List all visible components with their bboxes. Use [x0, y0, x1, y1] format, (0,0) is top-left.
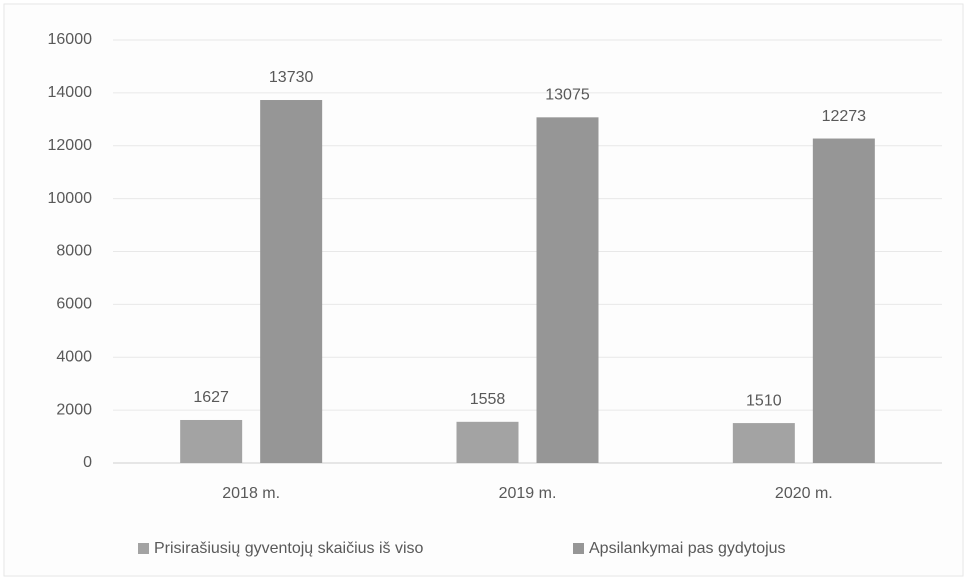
data-label: 13730: [269, 69, 314, 86]
legend-swatch: [573, 543, 584, 554]
y-tick-label: 14000: [48, 84, 93, 101]
y-tick-label: 2000: [56, 401, 92, 418]
legend-label: Prisirašiusių gyventojų skaičius iš viso: [154, 540, 424, 557]
data-label: 1558: [470, 391, 506, 408]
bar: [260, 100, 323, 463]
data-label: 13075: [545, 87, 590, 104]
x-tick-label: 2020 m.: [775, 485, 833, 502]
data-label: 1510: [746, 392, 782, 409]
legend-label: Apsilankymai pas gydytojus: [589, 540, 786, 557]
chart-frame: [3, 3, 964, 577]
bar: [732, 423, 795, 463]
bar: [812, 138, 875, 463]
x-tick-label: 2018 m.: [222, 485, 280, 502]
legend-swatch: [138, 543, 149, 554]
y-tick-label: 4000: [56, 348, 92, 365]
y-tick-label: 12000: [48, 137, 93, 154]
y-tick-label: 0: [83, 454, 92, 471]
bar: [456, 421, 519, 463]
data-label: 12273: [822, 108, 867, 125]
y-tick-label: 6000: [56, 296, 92, 313]
x-tick-label: 2019 m.: [499, 485, 557, 502]
bar: [180, 419, 243, 463]
data-label: 1627: [193, 389, 229, 406]
y-tick-label: 16000: [48, 31, 93, 48]
y-tick-label: 8000: [56, 243, 92, 260]
bar: [536, 117, 599, 464]
y-tick-label: 10000: [48, 190, 93, 207]
